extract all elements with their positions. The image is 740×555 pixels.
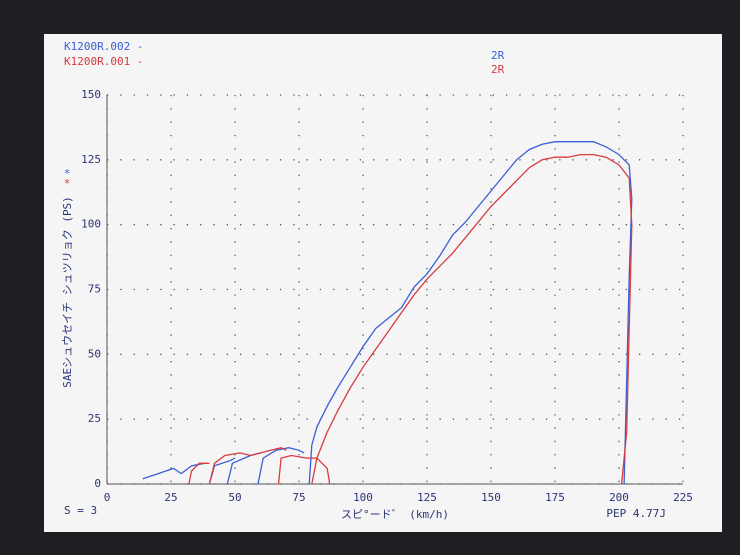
x-tick-label: 50 <box>228 491 241 504</box>
screen <box>44 34 722 532</box>
legend-entry: K1200R.001 - <box>64 55 143 68</box>
y-tick-label: 150 <box>81 88 101 101</box>
x-axis-label: スピ°ード゛ (km/h) <box>341 508 449 521</box>
x-tick-label: 25 <box>164 491 177 504</box>
y-marker: * <box>64 167 71 180</box>
data-line <box>142 141 633 485</box>
y-marker: * <box>64 177 71 190</box>
y-tick-label: 100 <box>81 218 101 231</box>
footer-right: PEP 4.77J <box>606 507 666 520</box>
run-label: 2R <box>491 49 505 62</box>
run-label: 2R <box>491 63 505 76</box>
x-tick-label: 225 <box>673 491 693 504</box>
x-tick-label: 100 <box>353 491 373 504</box>
y-tick-label: 25 <box>88 412 101 425</box>
x-tick-label: 150 <box>481 491 501 504</box>
y-tick-label: 50 <box>88 347 101 360</box>
y-tick-label: 0 <box>94 477 101 490</box>
x-tick-label: 175 <box>545 491 565 504</box>
x-tick-label: 200 <box>609 491 629 504</box>
y-tick-label: 125 <box>81 153 101 166</box>
data-line <box>188 153 633 485</box>
x-tick-label: 0 <box>104 491 111 504</box>
legend-entry: K1200R.002 - <box>64 40 143 53</box>
x-tick-label: 125 <box>417 491 437 504</box>
x-tick-label: 75 <box>292 491 305 504</box>
footer-left: S = 3 <box>64 504 97 517</box>
y-tick-label: 75 <box>88 283 101 296</box>
y-axis-label: SAEシュウセイチ シュツリョク (PS) <box>61 196 74 388</box>
